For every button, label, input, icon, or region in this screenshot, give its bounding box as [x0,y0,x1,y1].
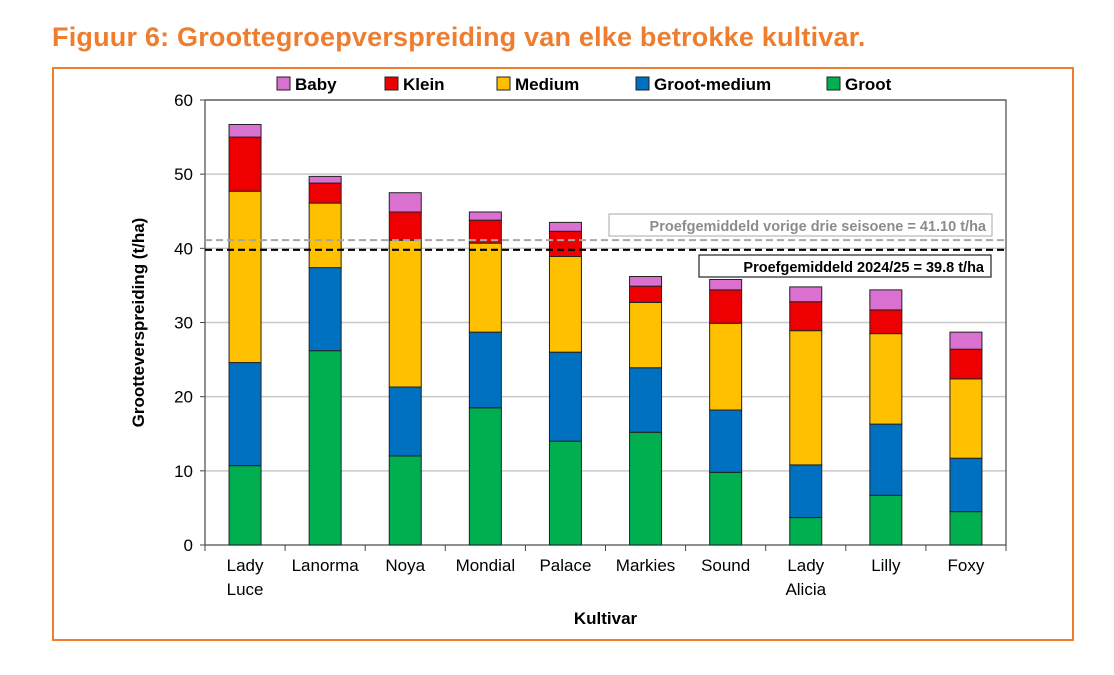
bar-segment-groot [308,350,342,546]
reference-label-box [698,254,992,278]
bar-segment-medium [709,322,743,411]
bar-segment-medium [308,202,342,269]
y-tick-label: 0 [184,536,193,555]
legend-swatch-klein [384,76,399,91]
bar-segment-medium [629,301,663,369]
bar-segment-groot-medium [468,331,502,409]
bar-segment-baby [548,221,582,232]
legend-label-klein: Klein [403,75,445,94]
y-axis-label: Grootteverspreiding (t/ha) [129,218,148,428]
bar-segment-baby [228,123,262,138]
x-tick-label: Foxy [948,556,985,575]
y-tick-label: 10 [174,462,193,481]
x-tick-label: Sound [701,556,750,575]
bar-segment-groot [949,511,983,546]
bar-segment-klein [388,211,422,241]
figure-title: Figuur 6: Groottegroepverspreiding van e… [52,22,866,52]
bar-segment-baby [629,276,663,287]
y-tick-label: 50 [174,165,193,184]
y-tick-label: 40 [174,239,193,258]
bar-segment-medium [388,239,422,388]
bar-segment-groot [388,455,422,546]
bar-segment-groot [228,465,262,546]
chart-frame [52,67,1074,641]
bar-segment-groot-medium [228,362,262,467]
x-axis-label: Kultivar [574,609,638,628]
reference-label-previous-seasons: Proefgemiddeld vorige drie seisoene = 41… [650,219,987,235]
legend-label-medium: Medium [515,75,579,94]
y-tick-label: 60 [174,91,193,110]
bar-segment-groot [629,431,663,546]
bar-segment-groot-medium [949,457,983,513]
x-tick-label: Noya [385,556,425,575]
bar-segment-groot-medium [869,423,903,496]
legend-swatch-groot-medium [635,76,650,91]
bar-segment-baby [468,211,502,221]
y-tick-label: 20 [174,388,193,407]
x-tick-label: Palace [539,556,591,575]
legend-label-groot-medium: Groot-medium [654,75,771,94]
bar-segment-groot [789,517,823,546]
bar-segment-medium [468,242,502,333]
legend-label-groot: Groot [845,75,892,94]
bar-segment-groot-medium [709,409,743,473]
bar-segment-klein [869,309,903,335]
legend-swatch-baby [276,76,291,91]
bar-segment-groot [709,471,743,546]
bar-segment-klein [308,182,342,204]
bar-segment-groot [548,440,582,546]
reference-label-box [608,213,993,237]
bar-segment-klein [949,348,983,380]
bar-segment-groot-medium [388,386,422,457]
reference-label-current-season: Proefgemiddeld 2024/25 = 39.8 t/ha [743,260,985,276]
legend-swatch-medium [496,76,511,91]
bar-segment-groot [869,494,903,546]
bar-segment-medium [949,378,983,459]
bar-segment-groot-medium [308,267,342,352]
x-tick-label: Lady [787,556,824,575]
bar-segment-medium [789,330,823,466]
bar-segment-medium [548,255,582,353]
x-tick-label: Lilly [871,556,901,575]
legend-swatch-groot [826,76,841,91]
bar-segment-baby [949,331,983,350]
bar-segment-klein [789,301,823,332]
y-tick-label: 30 [174,314,193,333]
bar-segment-baby [388,192,422,213]
bar-segment-klein [548,230,582,257]
x-tick-label: Alicia [785,580,826,599]
bar-segment-klein [629,285,663,303]
legend-label-baby: Baby [295,75,337,94]
bar-segment-groot [468,407,502,546]
bar-segment-klein [228,136,262,192]
bar-segment-groot-medium [789,464,823,519]
bar-segment-klein [709,289,743,324]
bar-segment-baby [308,175,342,184]
x-tick-label: Lanorma [292,556,360,575]
x-tick-label: Mondial [456,556,516,575]
bar-segment-groot-medium [548,351,582,442]
x-tick-label: Lady [227,556,264,575]
bar-segment-baby [709,278,743,291]
bar-segment-groot-medium [629,367,663,433]
x-tick-label: Markies [616,556,676,575]
bar-segment-baby [869,289,903,311]
bar-segment-baby [789,286,823,303]
bar-segment-medium [869,333,903,425]
bar-segment-medium [228,190,262,364]
x-tick-label: Luce [227,580,264,599]
